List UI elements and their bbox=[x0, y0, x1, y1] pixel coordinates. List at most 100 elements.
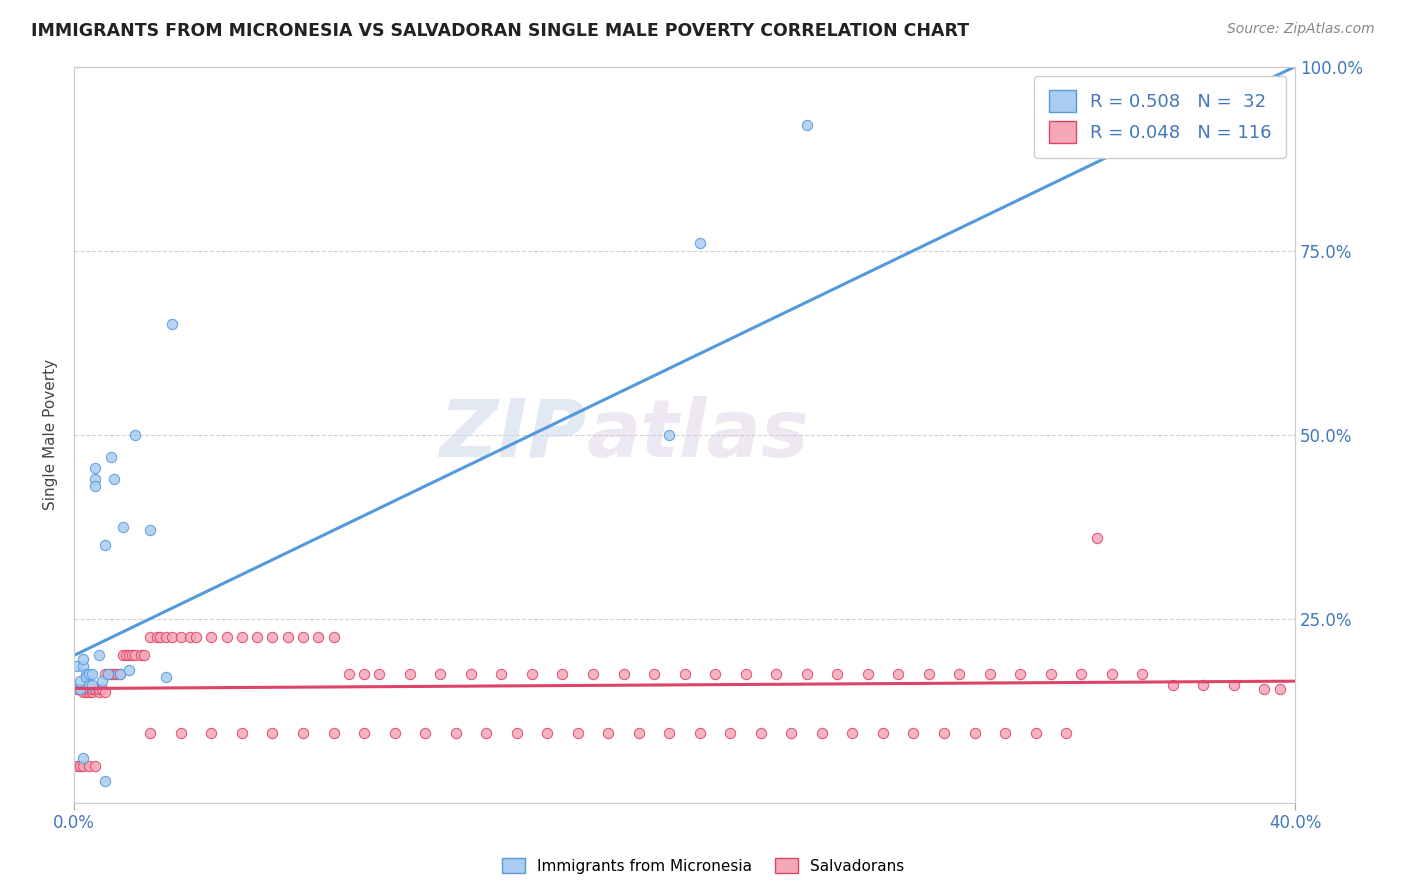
Point bbox=[292, 725, 315, 739]
Point bbox=[811, 725, 834, 739]
Point bbox=[103, 472, 125, 486]
Point bbox=[505, 725, 527, 739]
Point bbox=[200, 630, 222, 644]
Point bbox=[79, 678, 101, 692]
Point bbox=[368, 666, 391, 681]
Point bbox=[105, 666, 128, 681]
Point bbox=[307, 630, 329, 644]
Point bbox=[932, 725, 955, 739]
Point bbox=[398, 666, 420, 681]
Point bbox=[337, 666, 360, 681]
Point bbox=[145, 630, 167, 644]
Point bbox=[444, 725, 467, 739]
Point bbox=[460, 666, 482, 681]
Point bbox=[124, 427, 146, 442]
Point bbox=[994, 725, 1017, 739]
Point bbox=[87, 648, 110, 663]
Text: ZIP: ZIP bbox=[440, 395, 586, 474]
Point bbox=[1161, 678, 1184, 692]
Point bbox=[796, 666, 818, 681]
Point bbox=[1070, 666, 1092, 681]
Y-axis label: Single Male Poverty: Single Male Poverty bbox=[44, 359, 58, 510]
Point bbox=[69, 681, 91, 696]
Point bbox=[841, 725, 863, 739]
Text: IMMIGRANTS FROM MICRONESIA VS SALVADORAN SINGLE MALE POVERTY CORRELATION CHART: IMMIGRANTS FROM MICRONESIA VS SALVADORAN… bbox=[31, 22, 969, 40]
Point bbox=[87, 681, 110, 696]
Point bbox=[658, 725, 681, 739]
Point bbox=[627, 725, 650, 739]
Point bbox=[148, 630, 170, 644]
Point bbox=[963, 725, 986, 739]
Point bbox=[689, 236, 711, 251]
Point bbox=[673, 666, 696, 681]
Point bbox=[111, 648, 134, 663]
Point bbox=[108, 666, 131, 681]
Point bbox=[1101, 666, 1123, 681]
Point bbox=[100, 666, 122, 681]
Point bbox=[1010, 666, 1032, 681]
Point bbox=[90, 681, 112, 696]
Point bbox=[353, 725, 375, 739]
Point bbox=[749, 725, 772, 739]
Point bbox=[97, 666, 120, 681]
Point bbox=[75, 671, 97, 685]
Point bbox=[108, 666, 131, 681]
Point bbox=[200, 725, 222, 739]
Point bbox=[215, 630, 238, 644]
Point bbox=[520, 666, 543, 681]
Point bbox=[170, 630, 193, 644]
Point bbox=[582, 666, 605, 681]
Point bbox=[111, 519, 134, 533]
Point bbox=[93, 773, 115, 788]
Point bbox=[612, 666, 634, 681]
Point bbox=[903, 725, 925, 739]
Point bbox=[69, 681, 91, 696]
Point bbox=[918, 666, 941, 681]
Point bbox=[66, 681, 89, 696]
Point bbox=[93, 538, 115, 552]
Point bbox=[567, 725, 589, 739]
Point bbox=[413, 725, 436, 739]
Point bbox=[262, 725, 284, 739]
Point bbox=[155, 630, 177, 644]
Point bbox=[155, 671, 177, 685]
Text: Source: ZipAtlas.com: Source: ZipAtlas.com bbox=[1227, 22, 1375, 37]
Point bbox=[100, 450, 122, 464]
Point bbox=[84, 460, 107, 475]
Point bbox=[475, 725, 498, 739]
Point bbox=[129, 648, 152, 663]
Point bbox=[179, 630, 201, 644]
Point bbox=[734, 666, 756, 681]
Point bbox=[643, 666, 665, 681]
Point bbox=[72, 652, 94, 666]
Point bbox=[429, 666, 451, 681]
Point bbox=[231, 725, 253, 739]
Point bbox=[69, 674, 91, 689]
Point bbox=[66, 659, 89, 673]
Point bbox=[1253, 681, 1275, 696]
Point bbox=[277, 630, 299, 644]
Point bbox=[796, 119, 818, 133]
Point bbox=[75, 666, 97, 681]
Point bbox=[491, 666, 513, 681]
Point bbox=[75, 685, 97, 699]
Point bbox=[139, 725, 162, 739]
Point bbox=[353, 666, 375, 681]
Point bbox=[765, 666, 787, 681]
Point bbox=[1039, 666, 1062, 681]
Point bbox=[718, 725, 741, 739]
Point bbox=[322, 725, 344, 739]
Point bbox=[160, 630, 183, 644]
Point bbox=[72, 659, 94, 673]
Point bbox=[856, 666, 879, 681]
Legend: R = 0.508   N =  32, R = 0.048   N = 116: R = 0.508 N = 32, R = 0.048 N = 116 bbox=[1033, 76, 1286, 158]
Point bbox=[948, 666, 970, 681]
Point bbox=[825, 666, 848, 681]
Point bbox=[84, 759, 107, 773]
Point bbox=[72, 751, 94, 765]
Point bbox=[72, 681, 94, 696]
Point bbox=[1054, 725, 1077, 739]
Point bbox=[66, 759, 89, 773]
Point bbox=[246, 630, 269, 644]
Point bbox=[1223, 678, 1246, 692]
